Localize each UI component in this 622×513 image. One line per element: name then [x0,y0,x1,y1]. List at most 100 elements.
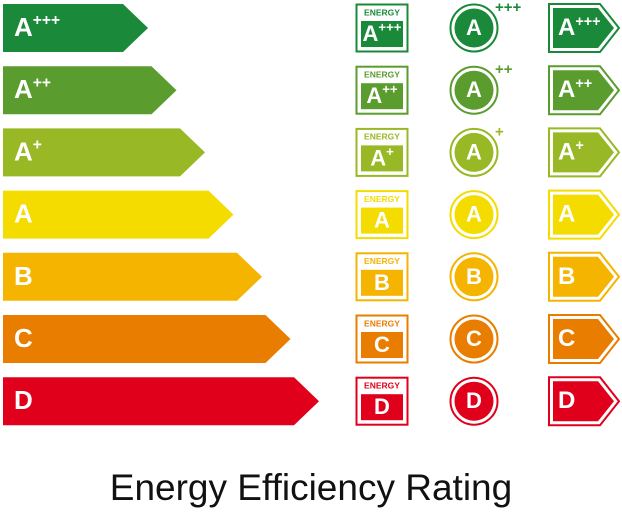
rating-letter: A [370,145,386,170]
rating-letter: A [14,12,33,42]
rating-label: C [558,325,575,352]
rating-arrow [3,252,262,301]
rating-letter: B [466,264,482,289]
rating-label: A+ [14,136,42,166]
rating-letter: A [466,139,482,164]
rating-label: A [466,139,482,164]
rating-arrow [3,66,177,115]
rating-label: C [14,323,33,353]
rating-label: A+ [558,138,584,166]
rating-label: D [466,388,482,413]
small-arrow-fill [553,256,614,297]
rating-plus: ++ [575,76,592,92]
badge-caption: ENERGY [364,69,400,79]
rating-plus: + [575,138,583,154]
small-arrow-fill [553,319,614,359]
rating-letter: C [466,326,482,351]
rating-letter: A [558,14,575,41]
rating-letter: A [14,198,33,228]
rating-arrow [3,315,291,363]
rating-arrow [3,4,148,52]
rating-label: A [374,207,390,232]
rating-letter: A [374,207,390,232]
rating-letter: B [374,270,390,295]
rating-label: A [14,198,33,228]
rating-letter: D [14,385,33,415]
badge-fill [361,332,403,358]
badge-caption: ENERGY [364,132,400,142]
rating-label: A++ [14,74,51,104]
badge-caption: ENERGY [364,194,400,204]
rating-letter: D [374,394,390,419]
circle-fill [454,132,494,172]
rating-letter: A [14,136,33,166]
rating-label: A [558,201,575,228]
rating-plus: +++ [378,20,401,35]
rating-letter: C [558,325,575,352]
rating-label: B [374,270,390,295]
rating-label: B [14,261,33,291]
rating-label: D [14,385,33,415]
rating-plus: +++ [33,12,60,29]
rating-letter: A [558,139,575,166]
badge-caption: ENERGY [364,380,400,390]
rating-plus: ++ [382,82,398,97]
rating-letter: A [466,15,482,40]
rating-label: A [466,201,482,226]
badge-caption: ENERGY [364,7,400,17]
badge-fill [361,207,403,234]
rating-label: B [558,263,575,290]
rating-letter: D [466,388,482,413]
badge-caption: ENERGY [364,256,400,266]
rating-plus: +++ [575,14,600,30]
badge-fill [361,145,403,172]
rating-label: C [466,326,482,351]
rating-letter: B [558,263,575,290]
small-arrow-fill [553,381,614,422]
rating-letter: A [558,201,575,228]
small-arrow-fill [553,194,614,235]
rating-label: B [466,264,482,289]
small-arrow-fill [553,132,614,173]
rating-letter: A [363,21,379,46]
circle-plus: ++ [495,61,513,78]
rating-label: A++ [558,76,592,104]
small-arrow-fill [553,8,614,48]
rating-label: A [466,77,482,102]
rating-label: A+ [370,144,394,170]
small-arrow-fill [553,70,614,111]
rating-letter: B [14,261,33,291]
badge-fill [361,394,403,421]
circle-plus: + [495,123,504,140]
rating-label: A+++ [14,12,60,42]
rating-letter: A [466,77,482,102]
rating-plus: + [386,144,394,159]
badge-fill [361,269,403,296]
circle-fill [454,319,494,359]
badge-caption: ENERGY [364,318,400,328]
rating-letter: A [366,83,382,108]
rating-label: C [374,332,390,357]
rating-label: D [374,394,390,419]
rating-plus: ++ [33,75,51,92]
badge-fill [361,21,403,47]
rating-letter: A [558,77,575,104]
circle-plus: +++ [495,0,522,16]
rating-letter: A [466,201,482,226]
rating-label: A+++ [558,14,601,42]
rating-letter: A [14,74,33,104]
circle-fill [454,195,494,235]
circle-fill [454,381,494,421]
rating-letter: C [374,332,390,357]
rating-label: A [466,15,482,40]
circle-fill [454,70,494,110]
rating-letter: C [14,323,33,353]
circle-fill [454,8,494,48]
title: Energy Efficiency Rating [110,467,512,508]
rating-label: D [558,388,575,415]
rating-letter: D [558,388,575,415]
rating-label: A++ [366,82,398,108]
rating-arrow [3,190,234,239]
badge-fill [361,83,403,110]
